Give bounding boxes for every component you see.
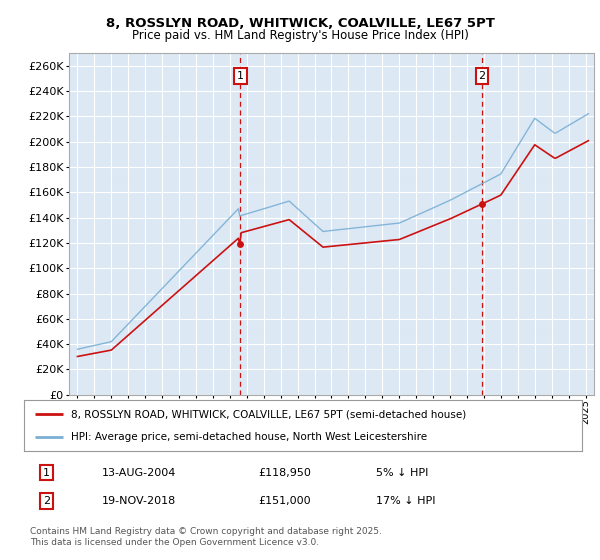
Text: 1: 1: [237, 71, 244, 81]
Text: 2: 2: [43, 496, 50, 506]
Text: 1: 1: [43, 468, 50, 478]
Text: Price paid vs. HM Land Registry's House Price Index (HPI): Price paid vs. HM Land Registry's House …: [131, 29, 469, 42]
Text: 17% ↓ HPI: 17% ↓ HPI: [376, 496, 435, 506]
Text: HPI: Average price, semi-detached house, North West Leicestershire: HPI: Average price, semi-detached house,…: [71, 432, 428, 442]
Text: £151,000: £151,000: [259, 496, 311, 506]
Text: 5% ↓ HPI: 5% ↓ HPI: [376, 468, 428, 478]
Text: 13-AUG-2004: 13-AUG-2004: [102, 468, 176, 478]
Text: 19-NOV-2018: 19-NOV-2018: [102, 496, 176, 506]
Text: 2: 2: [478, 71, 485, 81]
Text: 8, ROSSLYN ROAD, WHITWICK, COALVILLE, LE67 5PT (semi-detached house): 8, ROSSLYN ROAD, WHITWICK, COALVILLE, LE…: [71, 409, 467, 419]
Text: 8, ROSSLYN ROAD, WHITWICK, COALVILLE, LE67 5PT: 8, ROSSLYN ROAD, WHITWICK, COALVILLE, LE…: [106, 17, 494, 30]
Text: £118,950: £118,950: [259, 468, 311, 478]
Text: Contains HM Land Registry data © Crown copyright and database right 2025.
This d: Contains HM Land Registry data © Crown c…: [29, 528, 382, 547]
